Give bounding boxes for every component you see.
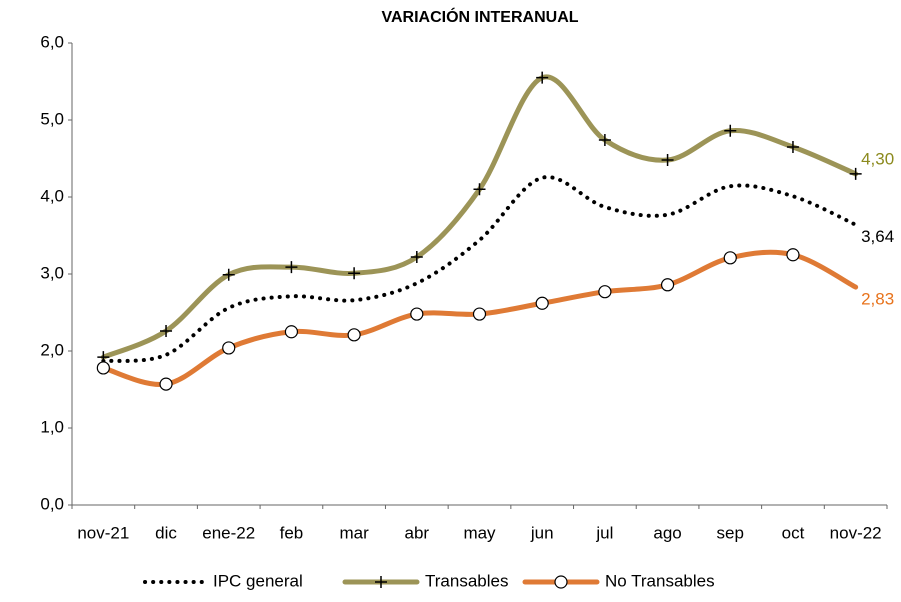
x-tick-label: mar (339, 523, 369, 542)
value-label: 2,83 (861, 290, 894, 309)
point-marker (410, 251, 423, 264)
point-marker (285, 261, 298, 274)
y-tick-label: 2,0 (40, 340, 64, 359)
chart-title: VARIACIÓN INTERANUAL (381, 7, 578, 26)
x-tick-label: oct (782, 523, 805, 542)
series-line (101, 175, 858, 364)
point-marker (284, 325, 299, 339)
x-tick-label: nov-21 (77, 523, 129, 542)
legend-label: No Transables (605, 571, 715, 590)
y-tick-label: 4,0 (40, 186, 64, 205)
x-tick-label: ago (653, 523, 681, 542)
x-tick-label: jun (530, 523, 554, 542)
point-marker (410, 307, 424, 321)
point-marker (473, 183, 486, 196)
point-marker (723, 251, 737, 265)
value-label: 4,30 (861, 149, 894, 168)
point-marker (97, 351, 110, 364)
point-marker (222, 341, 236, 355)
point-marker (598, 285, 612, 299)
point-marker (348, 267, 361, 280)
point-marker (724, 124, 737, 137)
y-tick-label: 5,0 (40, 109, 64, 128)
y-tick-label: 0,0 (40, 494, 64, 513)
x-tick-label: jul (595, 523, 613, 542)
point-marker (598, 134, 611, 147)
y-tick-label: 1,0 (40, 417, 64, 436)
x-tick-label: nov-22 (830, 523, 882, 542)
legend-marker (554, 575, 568, 589)
point-marker (347, 328, 361, 342)
point-marker (661, 154, 674, 167)
point-marker (96, 361, 110, 375)
point-marker (536, 71, 549, 84)
point-marker (472, 307, 487, 321)
x-tick-label: ene-22 (202, 523, 255, 542)
x-tick-label: abr (405, 523, 430, 542)
legend-label: Transables (425, 571, 508, 590)
legend-label: IPC general (213, 571, 303, 590)
x-tick-label: dic (155, 523, 177, 542)
y-tick-label: 6,0 (40, 32, 64, 51)
point-marker (535, 296, 549, 310)
x-tick-label: feb (280, 523, 304, 542)
point-marker (160, 324, 173, 337)
x-tick-label: may (463, 523, 496, 542)
point-marker (786, 248, 800, 262)
y-tick-label: 3,0 (40, 263, 64, 282)
point-marker (159, 377, 173, 391)
point-marker (222, 268, 235, 281)
x-tick-label: sep (717, 523, 744, 542)
value-label: 3,64 (861, 227, 894, 246)
legend-marker (375, 576, 387, 588)
point-marker (660, 278, 675, 292)
point-marker (849, 167, 862, 180)
point-marker (786, 140, 799, 153)
